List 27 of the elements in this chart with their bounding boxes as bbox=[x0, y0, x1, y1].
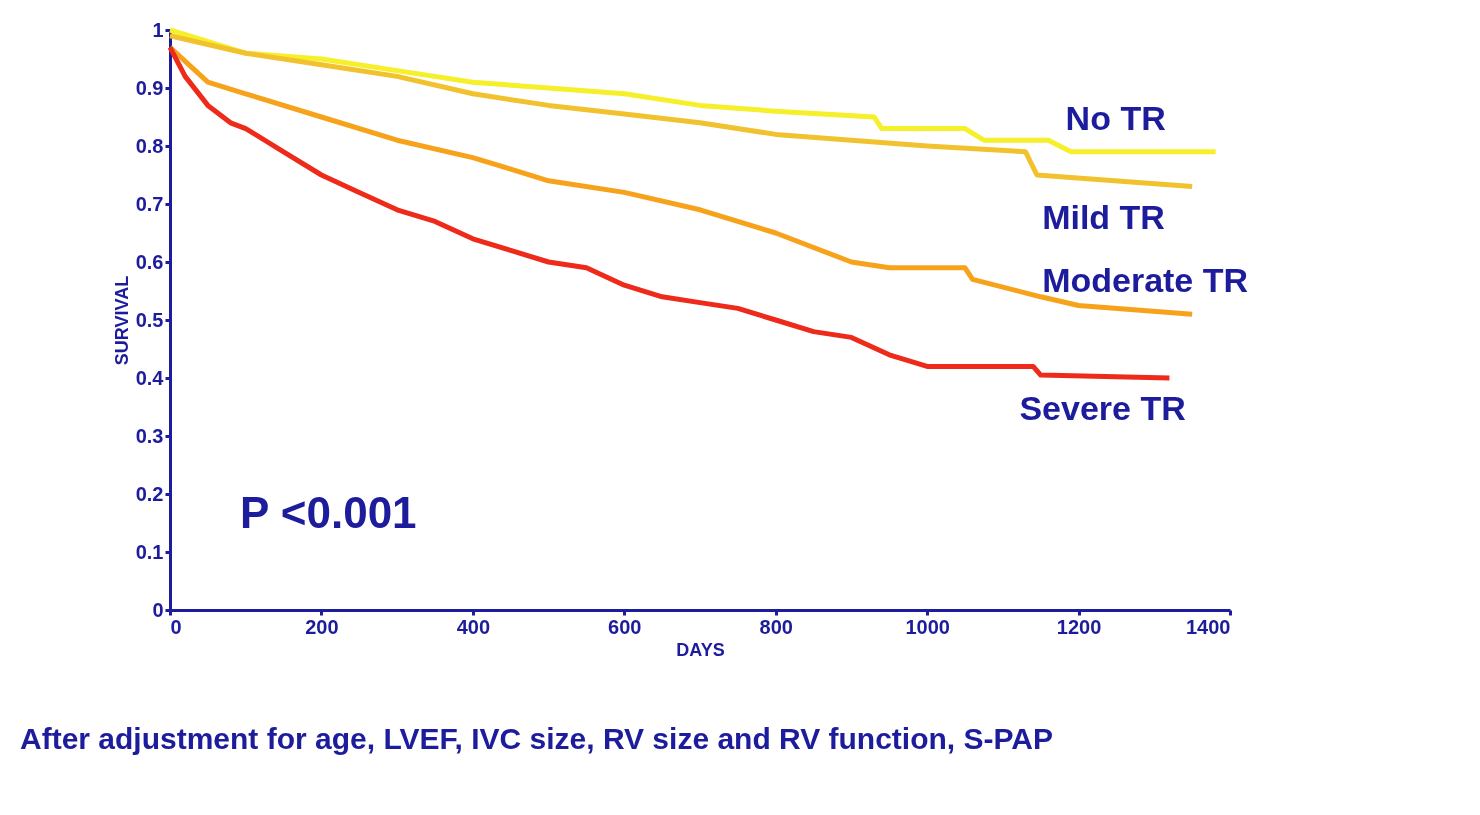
x-tick-label: 1400 bbox=[1186, 615, 1231, 638]
series-label: Moderate TR bbox=[1042, 261, 1249, 300]
y-tick-label: 0.8 bbox=[135, 134, 164, 157]
y-tick-label: 0.9 bbox=[135, 76, 164, 99]
y-axis-title: SURVIVAL bbox=[111, 275, 132, 366]
y-tick-label: 0 bbox=[152, 598, 164, 621]
x-tick-label: 600 bbox=[608, 615, 642, 638]
text: After adjustment for age, LVEF, IVC size, RV size and RV function, S-PAP bbox=[20, 722, 1053, 755]
x-tick-label: 800 bbox=[759, 615, 793, 638]
y-tick-label: 0.1 bbox=[135, 540, 164, 563]
y-tick-label: 0.7 bbox=[135, 192, 164, 215]
y-tick-label: 0.3 bbox=[135, 424, 164, 447]
x-tick-label: 0 bbox=[170, 615, 182, 638]
x-tick-label: 1000 bbox=[905, 615, 950, 638]
y-tick-label: 0.2 bbox=[135, 482, 164, 505]
x-tick-label: 400 bbox=[456, 615, 491, 638]
y-tick-label: 0.5 bbox=[135, 308, 164, 331]
y-tick-label: 0.4 bbox=[135, 366, 165, 389]
series-label: Severe TR bbox=[1019, 389, 1186, 427]
series-label: No TR bbox=[1065, 98, 1166, 137]
x-tick-label: 200 bbox=[305, 615, 339, 638]
y-tick-label: 1 bbox=[152, 18, 164, 41]
annotation: P <0.001 bbox=[240, 488, 417, 537]
series-label: Mild TR bbox=[1042, 197, 1165, 236]
x-axis-title: DAYS bbox=[676, 639, 725, 660]
y-tick-label: 0.6 bbox=[135, 250, 164, 273]
x-tick-label: 1200 bbox=[1056, 615, 1102, 638]
